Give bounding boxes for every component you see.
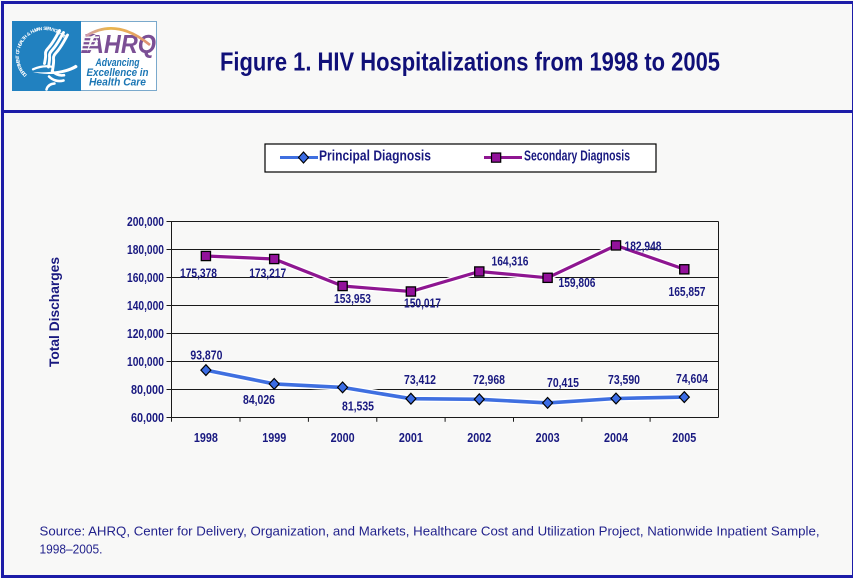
svg-text:140,000: 140,000 bbox=[127, 298, 164, 313]
svg-text:Figure 1. HIV Hospitalizations: Figure 1. HIV Hospitalizations from 1998… bbox=[220, 47, 720, 77]
svg-text:S: S bbox=[61, 34, 68, 41]
svg-text:70,415: 70,415 bbox=[547, 375, 579, 390]
svg-text:160,000: 160,000 bbox=[127, 270, 164, 285]
svg-text:165,857: 165,857 bbox=[669, 284, 706, 299]
svg-text:Total Discharges: Total Discharges bbox=[47, 257, 62, 367]
svg-text:200,000: 200,000 bbox=[127, 214, 164, 229]
svg-text:2003: 2003 bbox=[536, 430, 560, 445]
svg-text:I: I bbox=[52, 27, 56, 33]
svg-text:175,378: 175,378 bbox=[180, 266, 217, 281]
svg-text:153,953: 153,953 bbox=[334, 291, 371, 306]
svg-text:159,806: 159,806 bbox=[559, 275, 596, 290]
svg-text:1998–2005.: 1998–2005. bbox=[40, 542, 103, 557]
svg-text:T: T bbox=[21, 36, 28, 42]
svg-text:A: A bbox=[36, 26, 41, 33]
svg-text:150,017: 150,017 bbox=[404, 296, 441, 311]
svg-text:N: N bbox=[15, 56, 21, 61]
svg-text:D: D bbox=[22, 71, 29, 78]
svg-text:100,000: 100,000 bbox=[127, 354, 164, 369]
svg-text:AHRQ: AHRQ bbox=[86, 29, 156, 59]
svg-text:Secondary Diagnosis: Secondary Diagnosis bbox=[524, 149, 630, 165]
svg-text:H: H bbox=[16, 43, 23, 49]
svg-text:E: E bbox=[17, 41, 24, 47]
svg-text:81,535: 81,535 bbox=[342, 399, 374, 414]
svg-text:C: C bbox=[53, 28, 59, 35]
svg-text:73,590: 73,590 bbox=[608, 372, 640, 387]
svg-text:60,000: 60,000 bbox=[131, 410, 164, 425]
svg-text:T: T bbox=[16, 63, 23, 68]
svg-text:N: N bbox=[38, 26, 43, 33]
svg-text:T: T bbox=[15, 55, 21, 58]
svg-text:1999: 1999 bbox=[262, 430, 286, 445]
svg-text:V: V bbox=[49, 26, 54, 33]
svg-text:F: F bbox=[15, 48, 21, 52]
svg-text:A: A bbox=[18, 66, 25, 72]
svg-text:E: E bbox=[15, 58, 22, 63]
svg-text:U: U bbox=[32, 28, 38, 35]
svg-text:74,604: 74,604 bbox=[676, 371, 709, 386]
svg-text:93,870: 93,870 bbox=[190, 348, 222, 363]
svg-text:2002: 2002 bbox=[467, 430, 491, 445]
svg-text:72,968: 72,968 bbox=[473, 372, 505, 387]
svg-text:2000: 2000 bbox=[331, 430, 355, 445]
svg-text:173,217: 173,217 bbox=[249, 266, 286, 281]
svg-text:H: H bbox=[22, 34, 29, 41]
svg-text:80,000: 80,000 bbox=[131, 382, 164, 397]
svg-text:2005: 2005 bbox=[672, 430, 696, 445]
svg-text:R: R bbox=[47, 26, 52, 33]
svg-text:164,316: 164,316 bbox=[492, 254, 529, 269]
svg-text:73,412: 73,412 bbox=[404, 372, 436, 387]
svg-text:Advancing: Advancing bbox=[95, 57, 140, 69]
svg-text:182,948: 182,948 bbox=[625, 239, 662, 254]
svg-text:Excellence in: Excellence in bbox=[87, 67, 149, 79]
svg-text:2001: 2001 bbox=[399, 430, 423, 445]
svg-text:A: A bbox=[18, 39, 25, 45]
svg-text:H: H bbox=[30, 28, 36, 35]
svg-text:L: L bbox=[19, 38, 26, 44]
svg-text:R: R bbox=[17, 64, 24, 70]
svg-text:M: M bbox=[16, 61, 23, 66]
svg-text:Source: AHRQ, Center for Deliv: Source: AHRQ, Center for Delivery, Organ… bbox=[40, 524, 820, 539]
svg-text:180,000: 180,000 bbox=[127, 242, 164, 257]
svg-text:M: M bbox=[34, 27, 40, 34]
svg-text:S: S bbox=[43, 26, 47, 32]
svg-text:&: & bbox=[26, 31, 33, 38]
svg-text:84,026: 84,026 bbox=[243, 392, 275, 407]
svg-text:P: P bbox=[19, 67, 26, 74]
svg-text:E: E bbox=[20, 69, 27, 76]
svg-text:2004: 2004 bbox=[604, 430, 629, 445]
svg-text:Principal Diagnosis: Principal Diagnosis bbox=[319, 149, 431, 165]
svg-text:O: O bbox=[15, 50, 21, 55]
svg-text:E: E bbox=[45, 26, 49, 32]
svg-text:120,000: 120,000 bbox=[127, 326, 164, 341]
svg-text:Health Care: Health Care bbox=[89, 77, 146, 89]
svg-text:1998: 1998 bbox=[194, 430, 218, 445]
